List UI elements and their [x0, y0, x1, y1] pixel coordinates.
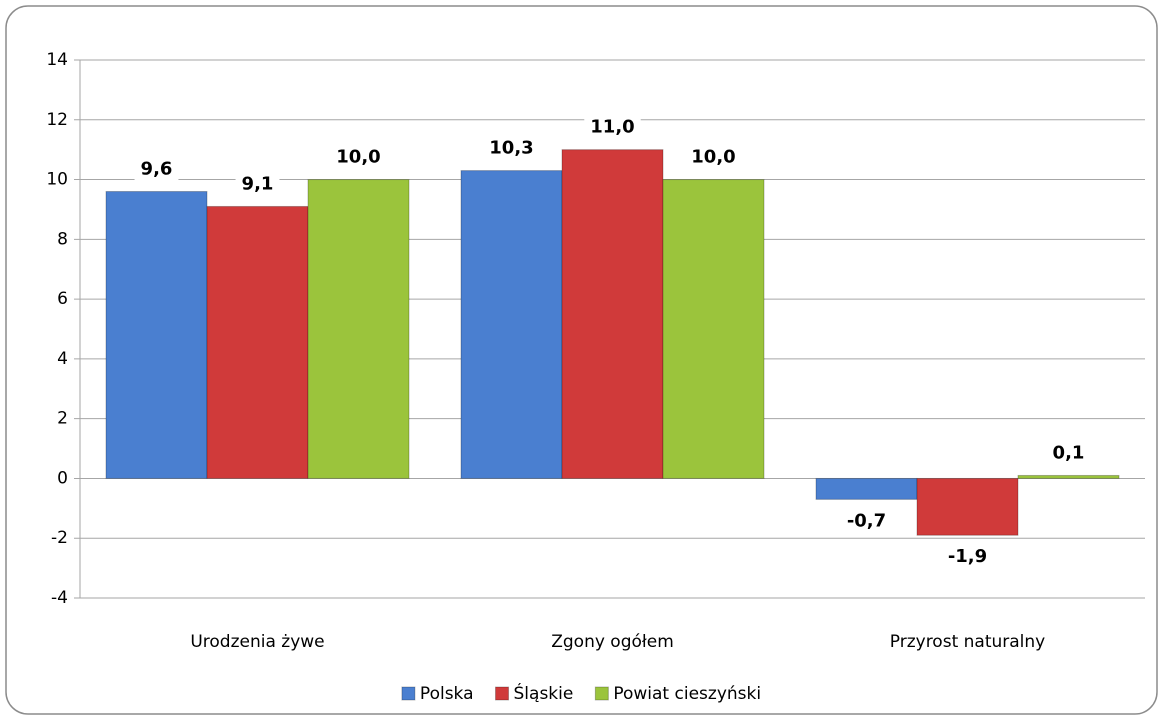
data-label: 9,1 — [242, 173, 274, 194]
data-label-bg — [483, 136, 540, 161]
bar — [460, 170, 563, 479]
data-label: -1,9 — [948, 546, 987, 567]
y-tick-label: -2 — [51, 528, 68, 548]
data-label-bg — [840, 509, 893, 534]
x-tick-label: Zgony ogółem — [551, 632, 674, 652]
bar — [815, 477, 918, 500]
legend-label: Powiat cieszyński — [613, 684, 761, 704]
data-label: -0,7 — [847, 510, 886, 531]
data-label-bg — [134, 157, 179, 182]
bar — [916, 477, 1019, 536]
bar — [307, 179, 410, 479]
data-label: 10,3 — [489, 138, 533, 159]
y-tick-label: -4 — [51, 588, 68, 608]
data-label: 10,0 — [691, 147, 735, 168]
legend-swatch — [594, 686, 609, 701]
y-tick-label: 6 — [57, 289, 68, 309]
data-label: 9,6 — [141, 159, 173, 180]
data-label-bg — [584, 115, 641, 140]
data-label-bg — [330, 145, 387, 170]
legend-swatch — [495, 686, 510, 701]
x-tick-label: Przyrost naturalny — [890, 632, 1045, 652]
y-tick-label: 12 — [46, 110, 68, 130]
y-tick-label: 14 — [46, 50, 68, 70]
x-tick-label: Urodzenia żywe — [190, 632, 324, 652]
y-tick-label: 4 — [57, 349, 68, 369]
data-label: 11,0 — [590, 117, 634, 138]
legend-swatch — [401, 686, 416, 701]
bar — [662, 179, 765, 479]
y-tick-label: 0 — [57, 468, 68, 488]
legend-label: Polska — [420, 684, 474, 704]
bar — [105, 191, 208, 479]
bar — [1017, 474, 1120, 479]
bar — [206, 205, 309, 479]
y-tick-label: 2 — [57, 409, 68, 429]
data-label: 10,0 — [336, 147, 380, 168]
y-tick-label: 8 — [57, 229, 68, 249]
bar — [561, 149, 664, 479]
data-label-bg — [235, 172, 280, 197]
data-label-bg — [941, 545, 994, 570]
legend-label: Śląskie — [514, 682, 574, 704]
data-label-bg — [1046, 441, 1091, 466]
y-tick-label: 10 — [46, 170, 68, 190]
data-label: 0,1 — [1053, 442, 1085, 463]
data-label-bg — [685, 145, 742, 170]
